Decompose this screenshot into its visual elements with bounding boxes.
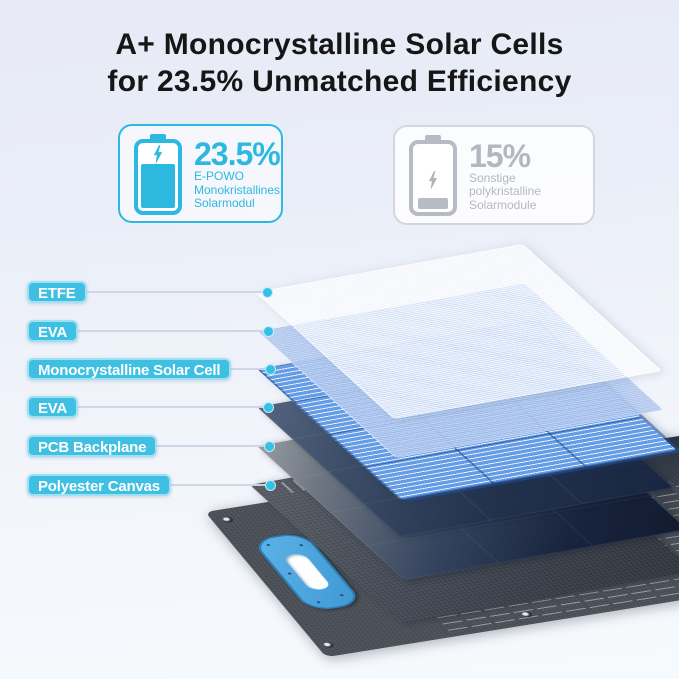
- epowo-desc-line-2: Solarmodul: [194, 196, 255, 211]
- screw-icon: [287, 572, 293, 575]
- grommet-icon: [220, 516, 235, 524]
- title-line-2: for 23.5% Unmatched Efficiency: [107, 65, 572, 98]
- generic-efficiency-value: 15%: [469, 137, 531, 174]
- screw-icon: [266, 543, 271, 547]
- generic-efficiency-card: 15% Sonstige polykristalline Solarmodule: [393, 125, 595, 225]
- epowo-efficiency-card: 23.5% E-POWO Monokristallines Solarmodul: [118, 124, 283, 223]
- generic-card-text: 15% Sonstige polykristalline Solarmodule: [469, 140, 541, 213]
- screw-icon: [316, 601, 321, 604]
- battery-cap-icon: [150, 133, 166, 140]
- epowo-desc-line-1: Monokristallines: [194, 182, 281, 197]
- lightning-bolt-icon: [428, 171, 438, 191]
- generic-desc-line-2: polykristalline: [469, 184, 542, 199]
- lightning-bolt-icon: [153, 144, 163, 164]
- battery-fill: [141, 163, 175, 208]
- screw-icon: [339, 593, 345, 597]
- battery-high-icon: [134, 133, 182, 215]
- battery-low-icon: [409, 135, 457, 216]
- grommet-icon: [321, 641, 336, 649]
- generic-desc-line-1: Sonstige: [469, 170, 516, 185]
- battery-cap-icon: [425, 135, 441, 141]
- battery-fill: [418, 198, 448, 209]
- page-title: A+ Monocrystalline Solar Cells for 23.5%…: [0, 26, 679, 100]
- screw-icon: [298, 544, 304, 547]
- generic-desc-line-3: Solarmodule: [469, 197, 537, 212]
- title-line-1: A+ Monocrystalline Solar Cells: [115, 28, 564, 61]
- epowo-card-text: 23.5% E-POWO Monokristallines Solarmodul: [194, 136, 281, 211]
- epowo-brand-line: E-POWO: [194, 169, 244, 184]
- epowo-efficiency-value: 23.5%: [194, 136, 281, 173]
